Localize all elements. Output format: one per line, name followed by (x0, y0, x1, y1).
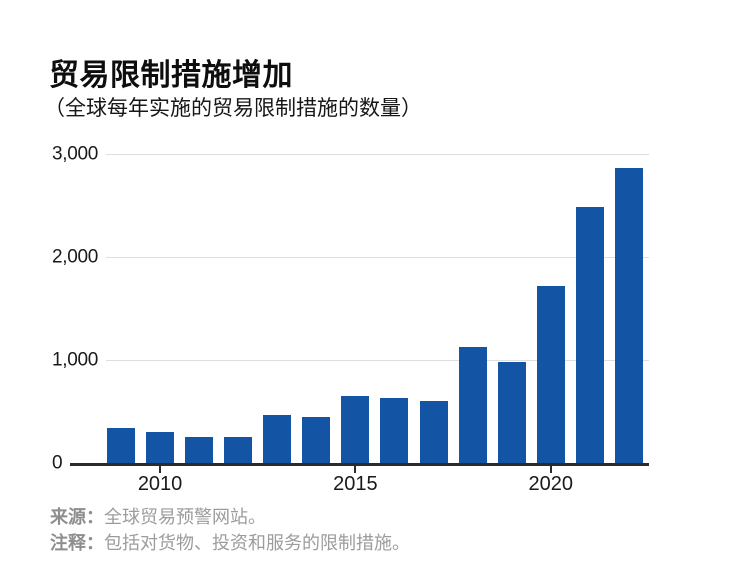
y-axis-label-1000: 1,000 (52, 349, 99, 371)
x-tick-2020 (549, 466, 552, 473)
chart-title: 贸易限制措施增加 (49, 59, 293, 92)
bar-2018 (458, 346, 487, 463)
bar-2012 (224, 437, 253, 463)
chart-footer: 来源：全球贸易预警网站。 注释：包括对货物、投资和服务的限制措施。 (50, 504, 410, 556)
gridline-2000 (106, 257, 649, 258)
bar-2022 (614, 168, 643, 463)
bar-2009 (107, 427, 135, 463)
bar-2017 (419, 401, 448, 463)
gridline-3000 (106, 154, 649, 155)
y-axis-label-3000: 3,000 (52, 143, 99, 165)
x-axis-label-2015: 2015 (333, 473, 378, 495)
bar-2011 (185, 437, 214, 463)
x-axis-label-2020: 2020 (528, 473, 574, 495)
source-text: 全球贸易预警网站。 (104, 507, 266, 527)
source-label: 来源： (50, 507, 104, 527)
chart-subtitle: （全球每年实施的贸易限制措施的数量） (44, 97, 422, 120)
note-text: 包括对货物、投资和服务的限制措施。 (104, 533, 410, 553)
bar-2020 (536, 285, 565, 463)
y-axis-label-0: 0 (52, 452, 63, 474)
bar-2021 (575, 206, 604, 463)
source-line: 来源：全球贸易预警网站。 (50, 504, 410, 530)
x-tick-2010 (159, 466, 162, 473)
x-axis-label-2010: 2010 (137, 473, 183, 495)
bar-2013 (263, 414, 292, 463)
x-axis-line (70, 463, 649, 466)
note-line: 注释：包括对货物、投资和服务的限制措施。 (50, 530, 410, 556)
x-tick-2015 (354, 466, 357, 473)
bar-2016 (380, 398, 409, 463)
bar-2019 (497, 362, 526, 463)
bar-2010 (146, 432, 175, 463)
note-label: 注释： (50, 533, 104, 553)
bar-2015 (341, 396, 370, 463)
gridline-1000 (106, 360, 649, 361)
bar-2014 (302, 416, 331, 463)
y-axis-label-2000: 2,000 (52, 246, 99, 268)
